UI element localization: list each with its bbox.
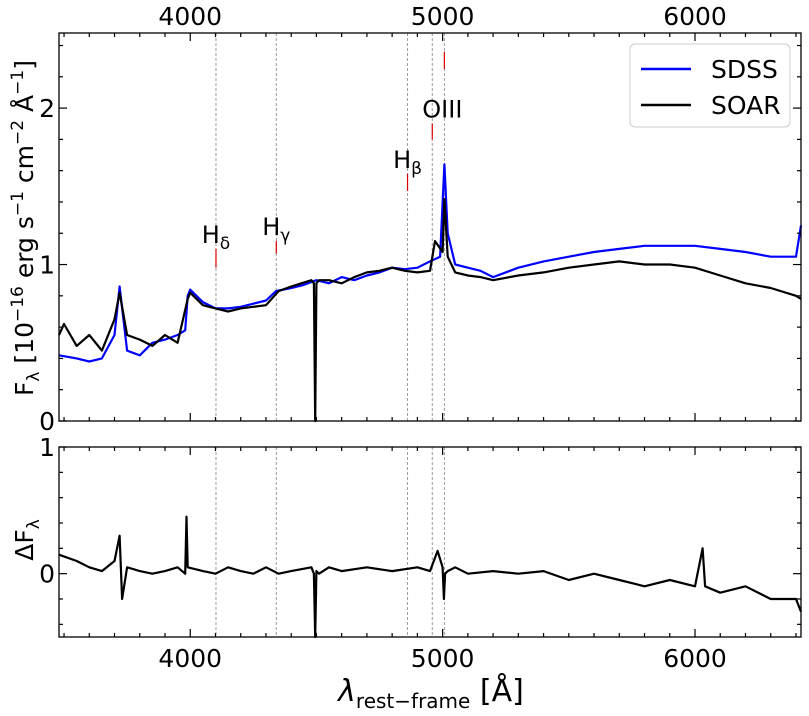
x-tick-label: 5000 — [411, 644, 475, 673]
top-x-tick-label: 5000 — [411, 2, 475, 31]
legend: SDSS SOAR — [629, 43, 791, 128]
y-tick-label: 1 — [39, 433, 55, 462]
emission-line-label: Hδ — [202, 221, 230, 254]
y-tick-label: 0 — [39, 407, 55, 436]
residual-axis-ticks — [59, 446, 801, 637]
emission-line-label: Hβ — [393, 146, 422, 179]
emission-line-label: Hγ — [262, 213, 290, 246]
flux-axis-ticks — [59, 33, 801, 422]
residual-emission-line-guides — [215, 447, 445, 637]
y-tick-label: 1 — [39, 251, 55, 280]
y-tick-label: 2 — [39, 94, 55, 123]
flux-plot-frame — [58, 32, 802, 422]
residual-x-tick-labels: 4000 5000 6000 — [158, 644, 726, 673]
legend-label-soar: SOAR — [711, 91, 781, 120]
x-axis-title: λrest−frame [Å] — [336, 673, 524, 713]
series-line-residual — [58, 515, 803, 639]
flux-series — [57, 163, 803, 423]
top-x-tick-label: 4000 — [158, 2, 222, 31]
residual-y-tick-labels: 01 — [39, 433, 55, 589]
series-line-soar — [57, 197, 802, 423]
top-x-tick-label: 6000 — [663, 2, 727, 31]
flux-top-x-tick-labels: 4000 5000 6000 — [158, 2, 726, 31]
residual-plot-frame — [58, 446, 802, 638]
flux-y-axis-title: Fλ [10−16 erg s−1 cm−2 Å−1] — [8, 60, 44, 396]
legend-label-sdss: SDSS — [711, 55, 778, 84]
emission-line-guides — [215, 33, 445, 421]
x-tick-label: 4000 — [158, 644, 222, 673]
flux-y-tick-labels: 0 1 2 — [39, 94, 55, 436]
residual-panel: 01 4000 5000 6000 ΔFλ — [10, 433, 803, 673]
x-tick-label: 6000 — [663, 644, 727, 673]
emission-line-label: OIII — [422, 96, 462, 124]
residual-series — [58, 515, 803, 639]
residual-y-axis-title: ΔFλ — [10, 519, 44, 561]
series-line-sdss — [58, 163, 803, 363]
y-tick-label: 0 — [39, 560, 55, 589]
